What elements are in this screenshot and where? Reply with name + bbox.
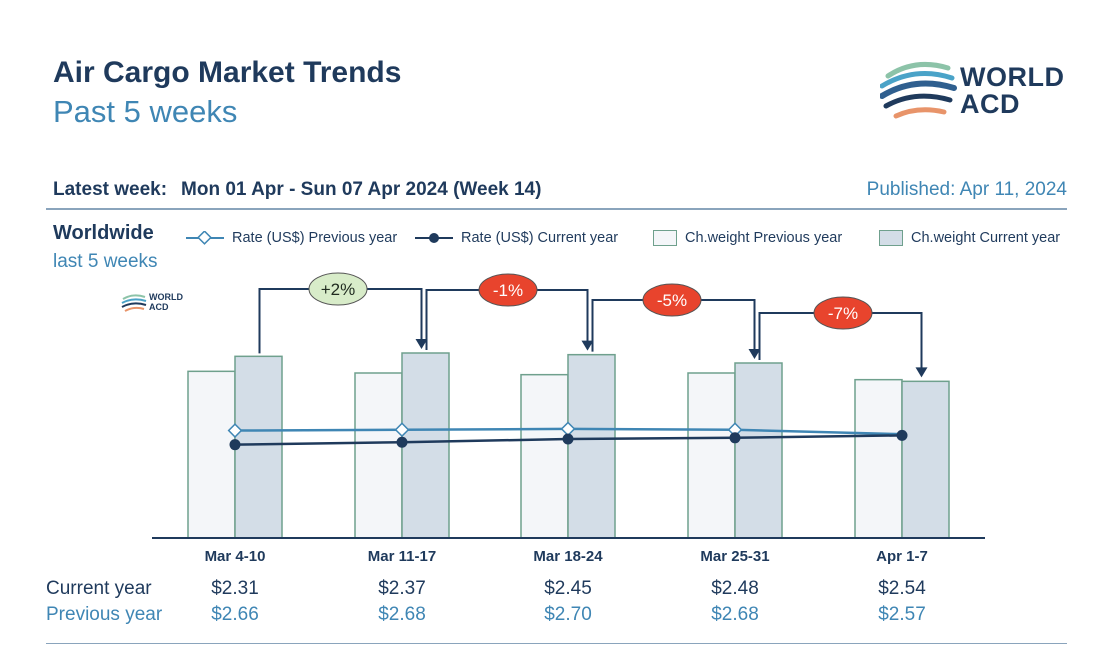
change-badge (642, 283, 702, 317)
x-tick-label: Apr 1-7 (876, 548, 928, 565)
current-year-rate-value: $2.45 (544, 578, 592, 599)
down-arrow-icon (915, 367, 928, 378)
x-tick-label: Mar 18-24 (533, 548, 603, 565)
point-rate-current (896, 429, 908, 441)
bar-weight-current (234, 355, 283, 539)
down-arrow-icon (748, 349, 761, 359)
legend-weight-current: Ch.weight Current year (879, 226, 1060, 250)
current-year-rate-value: $2.37 (378, 578, 426, 599)
previous-year-row-label: Previous year (46, 604, 163, 625)
bar-swatch-icon (653, 230, 677, 246)
latest-week: Latest week: Mon 01 Apr - Sun 07 Apr 2024… (53, 179, 541, 201)
page-subtitle: Past 5 weeks (53, 94, 238, 129)
previous-year-rate-value: $2.68 (711, 604, 759, 625)
current-year-row-label: Current year (46, 578, 152, 599)
page-title: Air Cargo Market Trends (53, 56, 402, 89)
legend-rate-previous-label: Rate (US$) Previous year (232, 230, 398, 246)
current-year-rate-value: $2.48 (711, 578, 759, 599)
bar-swatch-icon (879, 230, 903, 246)
current-year-rate-value: $2.54 (878, 578, 926, 599)
point-rate-previous (727, 422, 743, 438)
bar-weight-current (567, 353, 616, 539)
change-badge (813, 296, 873, 330)
point-rate-previous (394, 422, 410, 438)
legend-weight-previous-label: Ch.weight Previous year (685, 230, 843, 246)
previous-year-rate-value: $2.57 (878, 604, 926, 625)
down-arrow-icon (415, 339, 428, 349)
region-name: Worldwide (53, 222, 154, 244)
bar-weight-previous (354, 372, 403, 539)
point-rate-current (729, 432, 741, 444)
bar-weight-previous (687, 372, 736, 539)
legend-rate-previous: Rate (US$) Previous year (186, 226, 397, 250)
logo-wordmark: WORLD ACD (960, 62, 1065, 119)
region-period: last 5 weeks (53, 251, 158, 272)
change-badge-label: -7% (828, 304, 858, 323)
line-dot-icon (415, 233, 453, 243)
point-rate-current (229, 439, 241, 451)
point-rate-previous (560, 421, 576, 437)
point-rate-current (562, 433, 574, 445)
bar-weight-current (901, 380, 950, 539)
point-rate-previous (227, 423, 243, 438)
legend-rate-current: Rate (US$) Current year (415, 226, 618, 250)
change-badge-label: -5% (657, 291, 687, 310)
down-arrow-icon (581, 340, 594, 351)
change-badge (478, 273, 538, 307)
previous-year-rate-value: $2.66 (211, 604, 259, 625)
legend-weight-previous: Ch.weight Previous year (653, 226, 842, 250)
latest-week-value: Mon 01 Apr - Sun 07 Apr 2024 (Week 14) (181, 179, 542, 200)
published-date: Published: Apr 11, 2024 (866, 179, 1067, 200)
bar-weight-previous (520, 373, 569, 539)
small-logo-wordmark: WORLD ACD (149, 292, 183, 312)
legend-rate-current-label: Rate (US$) Current year (461, 230, 619, 246)
x-tick-label: Mar 25-31 (700, 548, 769, 565)
bar-weight-current (401, 352, 450, 539)
change-badge-label: -1% (493, 281, 523, 300)
point-rate-current (396, 436, 408, 448)
x-tick-label: Mar 11-17 (368, 548, 436, 565)
header-divider (46, 208, 1067, 210)
previous-year-rate-value: $2.70 (544, 604, 592, 625)
bar-weight-current (734, 362, 783, 539)
legend-weight-current-label: Ch.weight Current year (911, 230, 1061, 246)
change-badge (308, 272, 368, 306)
footer-divider (46, 643, 1067, 644)
bar-weight-previous (854, 378, 903, 539)
latest-week-label: Latest week: (53, 179, 168, 200)
change-badge-label: +2% (321, 280, 356, 299)
x-tick-label: Mar 4-10 (205, 548, 266, 565)
worldacd-logo-icon (880, 61, 957, 119)
bar-weight-previous (187, 370, 236, 539)
previous-year-rate-value: $2.68 (378, 604, 426, 625)
weight-rate-chart: Mar 4-10 Mar 11-17 Mar 18-24 Mar 25-31 Apr 1… (152, 272, 985, 565)
line-diamond-icon (186, 231, 224, 245)
worldacd-small-logo-icon (121, 294, 147, 312)
current-year-rate-value: $2.31 (211, 578, 259, 599)
